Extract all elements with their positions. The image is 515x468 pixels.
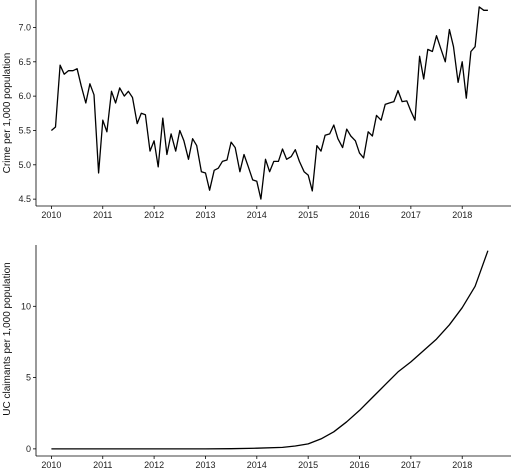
crime-x-tick-label: 2014 (247, 210, 267, 220)
uc-series-line (51, 250, 489, 450)
crime-x-tick-label: 2015 (298, 210, 318, 220)
uc-y-axis-title: UC claimants per 1,000 population (2, 262, 13, 415)
crime-x-ticks: 2010 2011 2012 2013 2014 2015 2016 2017 2018 (41, 206, 472, 220)
uc-x-tick-label: 2013 (195, 460, 215, 468)
crime-x-tick-label: 2018 (452, 210, 472, 220)
uc-y-ticks: 0 5 10 (21, 301, 36, 454)
crime-y-tick-label: 6.0 (18, 91, 31, 101)
uc-x-tick-label: 2011 (93, 460, 112, 468)
uc-x-tick-label: 2012 (144, 460, 164, 468)
crime-x-tick-label: 2010 (41, 210, 61, 220)
uc-y-tick-label: 0 (26, 444, 31, 454)
uc-x-tick-label: 2017 (401, 460, 421, 468)
crime-y-tick-label: 5.0 (18, 160, 31, 170)
crime-y-tick-label: 6.5 (18, 57, 31, 67)
uc-y-tick-label: 10 (21, 301, 31, 311)
uc-x-ticks: 2010 2011 2012 2013 2014 2015 2016 2017 2018 (41, 456, 472, 468)
panel-uc-claimants-chart: UC claimants per 1,000 population 2010 20… (2, 245, 511, 468)
crime-y-tick-label: 4.5 (18, 194, 31, 204)
uc-x-tick-label: 2010 (41, 460, 61, 468)
crime-y-ticks: 4.5 5.0 5.5 6.0 6.5 7.0 (18, 22, 36, 204)
uc-x-tick-label: 2015 (298, 460, 318, 468)
crime-x-tick-label: 2016 (349, 210, 369, 220)
crime-x-tick-label: 2013 (195, 210, 215, 220)
crime-x-tick-label: 2012 (144, 210, 164, 220)
crime-y-tick-label: 5.5 (18, 125, 31, 135)
uc-x-tick-label: 2014 (247, 460, 267, 468)
crime-x-tick-label: 2011 (93, 210, 112, 220)
uc-x-tick-label: 2018 (452, 460, 472, 468)
crime-y-tick-label: 7.0 (18, 22, 31, 32)
uc-x-tick-label: 2016 (349, 460, 369, 468)
crime-y-axis-title: Crime per 1,000 population (2, 53, 13, 174)
crime-series-line (50, 6, 488, 200)
crime-x-tick-label: 2017 (401, 210, 421, 220)
panel-crime-chart: Crime per 1,000 population 2010 2011 2012 2… (2, 0, 511, 220)
uc-y-tick-label: 5 (26, 373, 31, 383)
